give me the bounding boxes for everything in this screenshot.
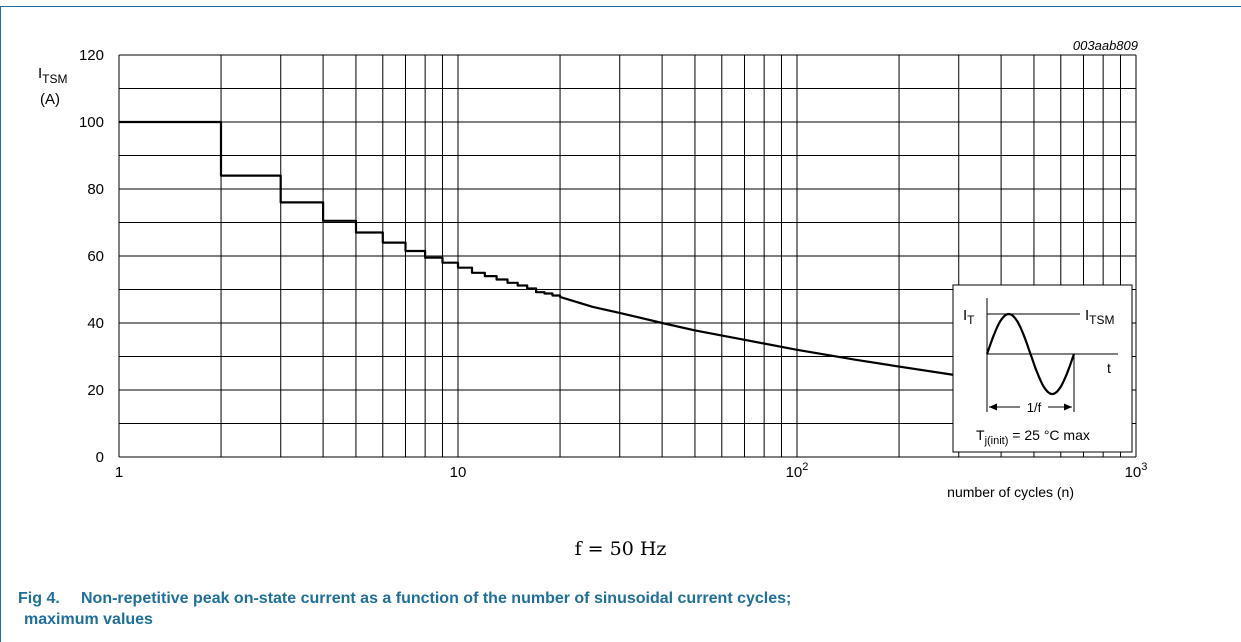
figure-id-code: 003aab809 — [1073, 38, 1138, 53]
x-axis-label: number of cycles (n) — [947, 484, 1074, 500]
x-tick-label: 10 — [450, 464, 467, 481]
waveform-inset: 1/f IT ITSM t Tj(init) = 25 °C max — [952, 284, 1133, 453]
surge-current-chart: 0 20 40 60 80 100 120 1 10 102 103 003aab809 ITSM… — [38, 38, 1148, 500]
y-axis-tick-labels: 0 20 40 60 80 100 120 — [79, 47, 104, 466]
y-tick-label: 20 — [87, 382, 104, 399]
y-tick-label: 80 — [87, 181, 104, 198]
frequency-note: f = 50 Hz — [574, 538, 667, 560]
x-tick-label: 102 — [786, 461, 809, 481]
x-tick-label: 1 — [115, 464, 123, 481]
y-tick-label: 0 — [96, 449, 104, 466]
inset-temperature-note: Tj(init) = 25 °C max — [976, 427, 1090, 447]
x-axis-tick-labels: 1 10 102 103 — [115, 461, 1148, 481]
inset-t-label: t — [1107, 360, 1111, 376]
inset-box — [952, 284, 1133, 453]
inset-arrow-left-icon — [989, 403, 997, 411]
figure-caption-line2: maximum values — [24, 611, 153, 628]
y-axis-unit: (A) — [40, 91, 60, 108]
inset-period-label-bg — [1020, 399, 1048, 415]
chart-series — [119, 120, 959, 377]
inset-itsm-label: ITSM — [1085, 307, 1115, 327]
figure-number: Fig 4. — [18, 590, 60, 607]
page-frame-left-border — [0, 6, 1, 642]
x-tick-label: 103 — [1125, 461, 1148, 481]
inset-it-label: IT — [963, 307, 975, 327]
y-tick-label: 120 — [79, 47, 104, 64]
surge-current-line — [119, 120, 959, 377]
y-tick-label: 60 — [87, 248, 104, 265]
figure-caption-line1: Non-repetitive peak on-state current as … — [81, 590, 792, 607]
inset-period-label: 1/f — [1027, 400, 1042, 415]
y-axis-label: ITSM — [38, 65, 68, 86]
y-tick-label: 100 — [79, 114, 104, 131]
figure-caption: Fig 4. Non-repetitive peak on-state curre… — [18, 588, 1218, 630]
page-frame-top-border — [0, 0, 1241, 7]
inset-sine-wave — [985, 312, 1076, 396]
inset-arrow-right-icon — [1064, 403, 1072, 411]
y-tick-label: 40 — [87, 315, 104, 332]
